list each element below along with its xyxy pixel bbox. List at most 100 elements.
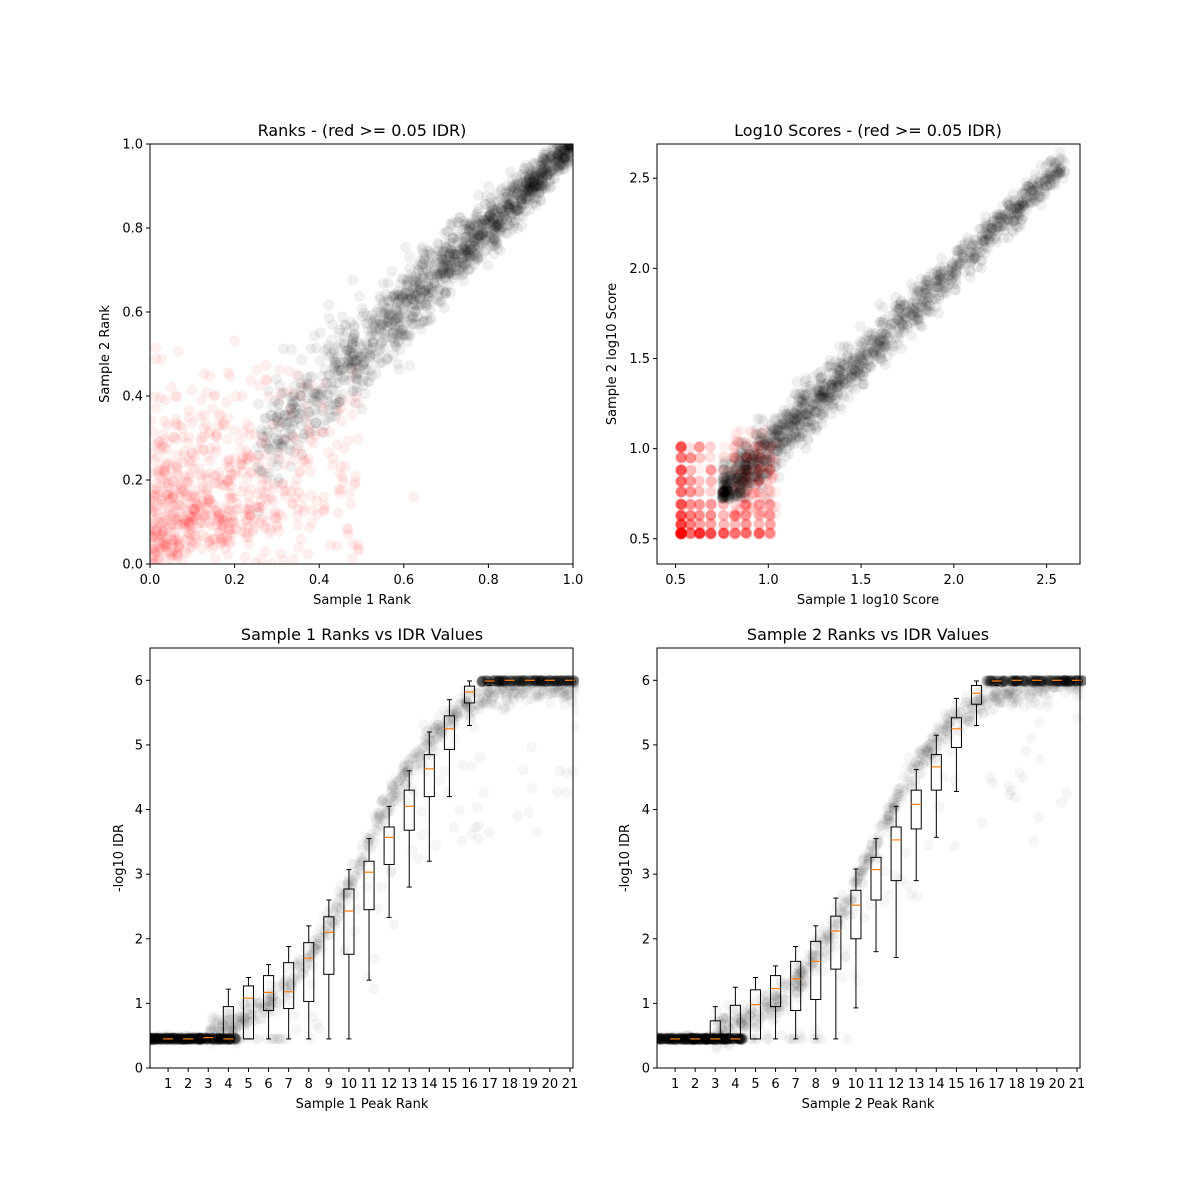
ranks-fail-point — [186, 511, 197, 522]
ranks-pass-point — [263, 385, 274, 396]
ranks-fail-point — [216, 524, 227, 535]
ranks-fail-point — [150, 504, 156, 515]
ranks-fail-point — [184, 520, 195, 531]
ranks-pass-point — [290, 402, 301, 413]
ranks-fail-point — [159, 511, 170, 522]
ranks-pass-point — [415, 299, 426, 310]
ranks-fail-point — [189, 464, 200, 475]
ranks-fail-point — [308, 438, 319, 448]
ranks-pass-point — [383, 303, 394, 314]
ranks-fail-point — [188, 514, 199, 525]
ranks-fail-point — [150, 354, 161, 365]
ranks-fail-point — [185, 498, 196, 509]
sample1-idr-background-point — [532, 827, 542, 837]
ranks-fail-point — [161, 457, 172, 468]
ranks-fail-point — [183, 517, 194, 528]
ranks-pass-point — [267, 401, 278, 412]
ranks-fail-point — [225, 493, 236, 504]
ranks-fail-point — [177, 556, 188, 564]
ranks-fail-point — [150, 494, 156, 505]
ranks-fail-point — [163, 470, 174, 481]
ranks-fail-point — [156, 444, 167, 455]
ranks-fail-point — [177, 476, 188, 487]
ranks-fail-point — [183, 405, 194, 416]
ranks-fail-point — [171, 461, 182, 472]
ranks-fail-point — [207, 543, 218, 554]
ranks-fail-point — [311, 495, 322, 506]
ranks-pass-point — [324, 370, 335, 381]
ranks-fail-point — [201, 419, 212, 430]
ranks-fail-point — [171, 391, 182, 402]
ranks-fail-point — [348, 363, 359, 374]
scores-pass-point — [1012, 222, 1023, 233]
ranks-fail-point — [214, 508, 225, 519]
ranks-fail-point — [187, 518, 198, 529]
sample1-idr-background-point — [454, 806, 464, 816]
ranks-fail-point — [172, 552, 183, 562]
ranks-pass-point — [321, 396, 332, 407]
ranks-fail-point — [251, 364, 262, 375]
ranks-fail-point — [188, 511, 199, 522]
ranks-pass-point — [482, 214, 493, 225]
scores-pass-point — [849, 365, 860, 376]
scores-pass-point — [753, 467, 764, 478]
sample1-idr-background-point — [571, 721, 581, 731]
ranks-fail-point — [198, 423, 209, 434]
ranks-fail-point — [223, 454, 234, 465]
scores-fail-point — [765, 519, 776, 530]
ranks-fail-point — [282, 386, 293, 397]
ranks-fail-point — [151, 507, 162, 518]
ranks-pass-point — [558, 164, 569, 175]
ranks-fail-point — [319, 378, 330, 389]
ranks-fail-point — [160, 541, 171, 552]
sample1-idr-background-point — [307, 980, 317, 990]
ranks-fail-point — [150, 342, 161, 353]
scores-pass-point — [722, 475, 732, 486]
sample1-idr-background-point — [417, 830, 427, 840]
ranks-pass-point — [525, 165, 536, 176]
scores-fail-point — [730, 527, 741, 538]
scores-pass-point — [751, 424, 762, 435]
ranks-fail-point — [150, 391, 160, 402]
ranks-fail-point — [303, 454, 314, 465]
scores-pass-point — [842, 341, 853, 352]
ranks-pass-point — [360, 364, 371, 375]
ranks-fail-point — [353, 543, 363, 554]
scores-pass-point — [1030, 169, 1041, 180]
ranks-fail-point — [318, 492, 329, 503]
ranks-pass-point — [296, 354, 307, 365]
ranks-fail-point — [276, 449, 287, 460]
ranks-fail-point — [157, 538, 168, 549]
scores-fail-point — [676, 527, 687, 538]
ranks-pass-point — [342, 345, 353, 356]
ranks-fail-point — [249, 429, 260, 440]
ranks-fail-point — [248, 516, 259, 527]
ranks-fail-point — [162, 437, 173, 448]
ranks-fail-point — [222, 474, 233, 485]
ranks-pass-point — [253, 399, 264, 409]
scores-pass-point — [808, 390, 819, 401]
ranks-fail-point — [200, 470, 211, 481]
ranks-fail-point — [254, 502, 265, 513]
scores-fail-point — [741, 529, 751, 539]
ranks-fail-point — [201, 532, 211, 543]
ranks-fail-point — [197, 544, 208, 554]
ranks-fail-point — [191, 537, 202, 548]
ranks-pass-point — [324, 313, 335, 324]
ranks-pass-point — [439, 228, 450, 239]
ranks-pass-point — [524, 181, 535, 192]
ranks-fail-point — [159, 434, 170, 445]
ranks-fail-point — [166, 527, 177, 538]
ranks-fail-point — [229, 335, 240, 346]
ranks-pass-point — [564, 144, 573, 152]
ranks-fail-point — [268, 483, 279, 494]
ranks-fail-point — [186, 512, 197, 523]
ranks-pass-point — [504, 193, 514, 204]
scores-pass-point — [824, 395, 835, 406]
scores-pass-point — [796, 411, 807, 422]
ranks-fail-point — [159, 464, 170, 475]
ranks-fail-point — [335, 468, 346, 479]
ranks-fail-point — [151, 478, 162, 489]
ranks-fail-point — [253, 502, 264, 513]
ranks-fail-point — [192, 509, 202, 520]
